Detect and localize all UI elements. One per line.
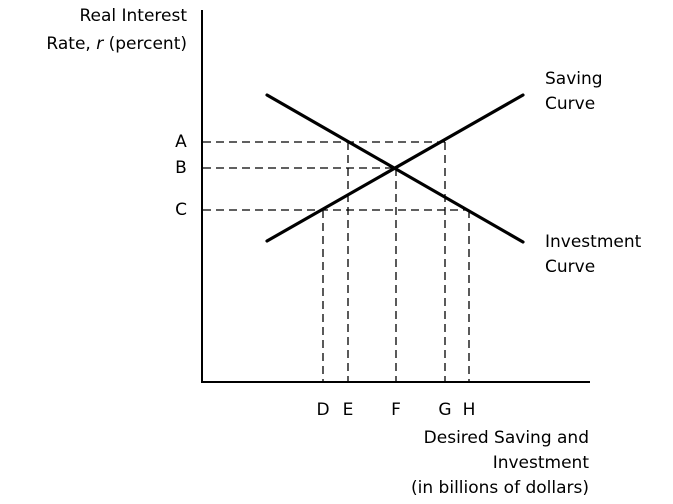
investment-curve [265, 93, 525, 244]
y-tick-b: B [175, 158, 187, 178]
y-axis-label-suffix: (percent) [103, 34, 187, 54]
saving-curve-label-2: Curve [545, 94, 596, 114]
x-tick-f: F [391, 400, 401, 420]
x-axis-label-line3: (in billions of dollars) [411, 478, 589, 498]
y-axis-label-var: r [96, 34, 104, 54]
investment-curve-label-2: Curve [545, 257, 596, 277]
y-tick-c: C [175, 200, 187, 220]
x-tick-g: G [438, 400, 452, 420]
x-axis-label-line1: Desired Saving and [423, 428, 589, 448]
x-tick-h: H [462, 400, 476, 420]
x-tick-e: E [342, 400, 354, 420]
y-axis-label-line1: Real Interest [79, 6, 187, 26]
x-axis-label-line2: Investment [492, 453, 589, 473]
saving-curve-label-1: Saving [545, 69, 603, 89]
y-axis-label-line2: Rate, r (percent) [46, 33, 187, 55]
y-axis-label-prefix: Rate, [46, 34, 97, 54]
y-tick-a: A [175, 132, 187, 152]
investment-curve-label-1: Investment [545, 232, 642, 252]
x-tick-d: D [316, 400, 330, 420]
